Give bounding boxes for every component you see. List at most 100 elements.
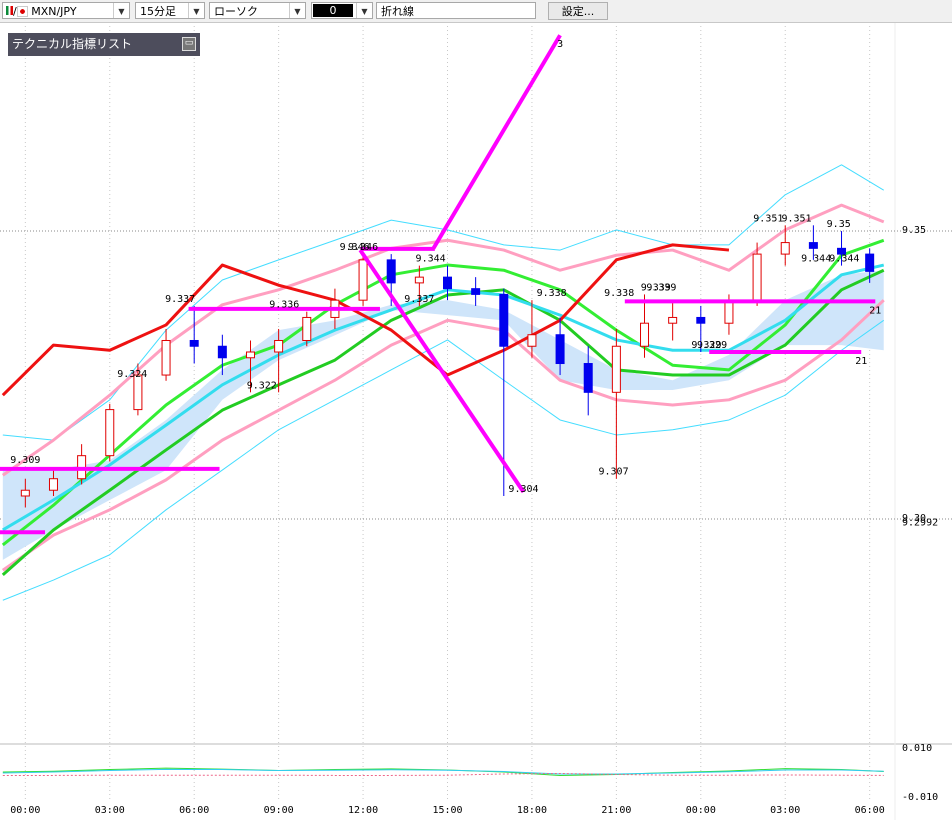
- indicator-line: [1, 268, 885, 577]
- panel-title: テクニカル指標リスト: [12, 37, 133, 51]
- osc-tick-label: -0.010: [902, 792, 938, 803]
- candle-body: [443, 276, 452, 290]
- candle-body: [20, 489, 30, 497]
- price-annotation: 9.338: [537, 288, 567, 299]
- price-annotation: 9.304: [508, 484, 538, 495]
- candle-body: [752, 253, 762, 301]
- number-label: 0: [313, 4, 353, 17]
- candle-body: [189, 339, 199, 347]
- flag-icon: [16, 6, 28, 17]
- last-price-label: 9.2992: [902, 518, 938, 529]
- candle-body: [105, 409, 115, 457]
- cloud-area: [2, 270, 884, 560]
- price-annotation: 9.344: [801, 254, 831, 265]
- style-label: ローソク: [214, 5, 258, 18]
- dropdown-arrow[interactable]: ▼: [356, 3, 372, 18]
- x-tick-label: 12:00: [348, 805, 378, 816]
- x-tick-label: 15:00: [432, 805, 462, 816]
- osc-line: [2, 768, 884, 775]
- panel-toggle[interactable]: ▭: [182, 37, 196, 51]
- x-tick-label: 00:00: [10, 805, 40, 816]
- candle-body: [161, 339, 171, 376]
- candle-body: [471, 288, 481, 295]
- style-select[interactable]: ローソク ▼: [209, 2, 306, 19]
- candle-body: [217, 345, 227, 359]
- candle-body: [583, 363, 593, 393]
- candle-body: [724, 299, 734, 324]
- price-annotation: 9.329: [691, 340, 721, 351]
- candle-body: [358, 259, 368, 301]
- x-tick-label: 03:00: [770, 805, 800, 816]
- price-annotation: 9.351: [753, 213, 783, 224]
- price-annotation: 9.324: [117, 369, 147, 380]
- candle-body: [245, 351, 255, 359]
- price-annotation: 9.329: [697, 340, 727, 351]
- dropdown-arrow[interactable]: ▼: [289, 3, 305, 18]
- price-annotation: 9.307: [598, 467, 628, 478]
- price-annotation: 9.351: [781, 213, 811, 224]
- timeframe-label: 15分足: [140, 5, 176, 18]
- candle-body: [696, 316, 706, 324]
- candle-body: [527, 334, 537, 347]
- candle-body: [274, 339, 284, 353]
- price-annotation: 9.344: [416, 254, 446, 265]
- osc-tick-label: 0.010: [902, 743, 932, 754]
- y-tick-label: 9.35: [902, 225, 926, 236]
- candle-body: [555, 334, 565, 365]
- settings-button[interactable]: 設定...: [548, 2, 608, 20]
- price-annotation: 9.337: [165, 294, 195, 305]
- trend-drawing: [358, 248, 526, 494]
- price-annotation: 9.322: [247, 380, 277, 391]
- candle-body: [640, 322, 650, 347]
- candle-body: [668, 316, 678, 324]
- dropdown-arrow[interactable]: ▼: [113, 3, 129, 18]
- flag-icon: [6, 6, 13, 15]
- candle-body: [386, 259, 396, 284]
- x-tick-label: 18:00: [517, 805, 547, 816]
- candle-body: [611, 345, 621, 393]
- price-annotation: 9.346: [340, 242, 370, 253]
- pair-label: MXN/JPY: [31, 5, 77, 18]
- drawing-label: 21: [869, 305, 881, 316]
- x-tick-label: 09:00: [264, 805, 294, 816]
- x-tick-label: 06:00: [855, 805, 885, 816]
- price-annotation: 9.309: [10, 455, 40, 466]
- drawing-label: 3: [557, 39, 563, 50]
- price-annotation: 9.339: [646, 282, 676, 293]
- price-annotation: 9.35: [827, 219, 851, 230]
- line-tool-input[interactable]: 折れ線: [376, 2, 536, 19]
- dropdown-arrow[interactable]: ▼: [188, 3, 204, 18]
- candle-body: [808, 242, 818, 249]
- osc-line: [2, 772, 884, 776]
- pair-select[interactable]: / MXN/JPY ▼: [2, 2, 130, 19]
- price-annotation: 9.346: [348, 242, 378, 253]
- x-tick-label: 06:00: [179, 805, 209, 816]
- timeframe-select[interactable]: 15分足 ▼: [135, 2, 205, 19]
- indicator-line: [1, 299, 885, 572]
- line-tool-label: 折れ線: [381, 5, 414, 18]
- osc-line: [2, 767, 884, 776]
- candle-body: [133, 374, 143, 411]
- indicator-line: [2, 164, 884, 441]
- toolbar: / MXN/JPY ▼ 15分足 ▼ ローソク ▼ 0 ▼ 折れ線 設定...: [0, 0, 952, 23]
- price-annotation: 9.338: [604, 288, 634, 299]
- candle-body: [302, 316, 312, 341]
- indicator-panel[interactable]: テクニカル指標リスト ▭: [8, 33, 200, 56]
- price-annotation: 9.339: [641, 282, 671, 293]
- indicator-line: [2, 319, 885, 601]
- candle-body: [48, 478, 58, 491]
- candle-body: [865, 253, 875, 272]
- indicator-line: [1, 238, 885, 547]
- price-annotation: 9.337: [404, 294, 434, 305]
- price-annotation: 9.336: [269, 300, 299, 311]
- candle-body: [837, 247, 847, 255]
- price-annotation: 9.344: [829, 254, 859, 265]
- number-select[interactable]: 0 ▼: [311, 2, 373, 19]
- drawing-label: 21: [855, 356, 867, 367]
- candle-body: [414, 276, 424, 284]
- indicator-line: [1, 203, 885, 477]
- x-tick-label: 00:00: [686, 805, 716, 816]
- candle-body: [499, 293, 509, 347]
